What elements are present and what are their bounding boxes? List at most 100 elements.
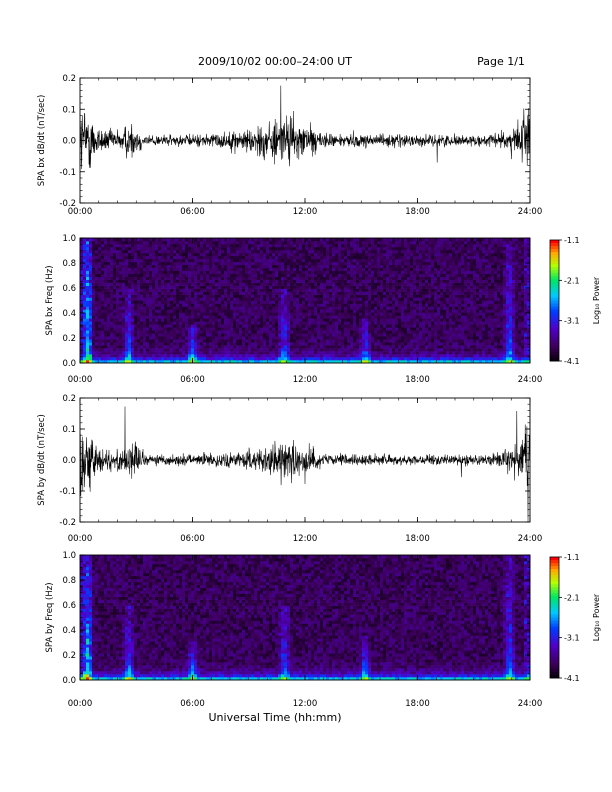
spectrogram-cell (419, 309, 423, 313)
spectrogram-cell (392, 282, 396, 286)
spectrogram-cell (227, 258, 231, 263)
spectrogram-cell (257, 285, 261, 289)
spectrogram-cell (398, 303, 402, 307)
spectrogram-cell (344, 318, 348, 322)
spectrogram-cell (155, 285, 159, 289)
spectrogram-cell (260, 330, 264, 334)
spectrogram-cell (200, 303, 204, 307)
spectrogram-cell (107, 318, 111, 322)
spectrogram-cell (416, 348, 420, 352)
spectrogram-cell (338, 327, 342, 331)
spectrogram-cell (260, 312, 264, 316)
spectrogram-cell (368, 327, 372, 331)
spectrogram-cell (404, 238, 408, 242)
spectrogram-cell (203, 309, 207, 313)
spectrogram-cell (161, 267, 165, 272)
spectrogram-cell (158, 342, 162, 346)
spectrogram-cell (389, 315, 393, 319)
spectrogram-cell (302, 306, 306, 310)
spectrogram-cell (407, 312, 411, 316)
spectrogram-cell (389, 357, 393, 361)
spectrogram-cell (86, 357, 90, 361)
spectrogram-cell (422, 342, 426, 346)
spectrogram-cell (197, 291, 201, 295)
spectrogram-cell (137, 345, 141, 349)
spectrogram-cell (161, 315, 165, 319)
spectrogram-cell (404, 246, 408, 251)
spectrogram-cell (347, 252, 351, 257)
spectrogram-cell (308, 282, 312, 286)
spectrogram-cell (332, 267, 336, 272)
spectrogram-cell (119, 309, 123, 313)
spectrogram-cell (125, 264, 129, 269)
spectrogram-cell (218, 255, 222, 260)
spectrogram-cell (272, 276, 276, 280)
spectrogram-cell (146, 282, 150, 286)
spectrogram-cell (167, 348, 171, 352)
spectrogram-cell (377, 264, 381, 269)
spectrogram-cell (356, 342, 360, 346)
spectrogram-cell (125, 243, 129, 248)
y-tick-label: 0.0 (62, 137, 76, 147)
spectrogram-cell (263, 282, 267, 286)
spectrogram-cell (98, 309, 102, 313)
spectrogram-cell (233, 336, 237, 340)
spectrogram-cell (233, 351, 237, 355)
spectrogram-cell (227, 255, 231, 260)
spectrogram-cell (299, 321, 303, 325)
spectrogram-cell (137, 288, 141, 292)
spectrogram-cell (365, 303, 369, 307)
spectrogram-cell (110, 270, 114, 275)
spectrogram-cell (422, 249, 426, 254)
spectrogram-cell (335, 345, 339, 349)
page-title: 2009/10/02 00:00–24:00 UT (198, 55, 352, 68)
spectrogram-cell (107, 258, 111, 263)
spectrogram-cell (200, 249, 204, 254)
spectrogram-cell (86, 300, 90, 304)
spectrogram-cell (110, 306, 114, 310)
spectrogram-cell (296, 300, 300, 304)
spectrogram-cell (233, 246, 237, 251)
spectrogram-cell (119, 297, 123, 301)
spectrogram-cell (83, 246, 87, 251)
spectrogram-cell (167, 357, 171, 361)
spectrogram-cell (98, 327, 102, 331)
spectrogram-cell (260, 297, 264, 301)
spectrogram-cell (221, 303, 225, 307)
spectrogram-cell (314, 327, 318, 331)
spectrogram-cell (92, 297, 96, 301)
spectrogram-cell (320, 291, 324, 295)
spectrogram-cell (242, 357, 246, 361)
spectrogram-cell (299, 294, 303, 298)
spectrogram-cell (413, 282, 417, 286)
spectrogram-cell (401, 339, 405, 343)
spectrogram-cell (323, 261, 327, 266)
spectrogram-cell (185, 240, 189, 245)
spectrogram-cell (89, 330, 93, 334)
spectrogram-cell (167, 273, 171, 277)
spectrogram-cell (308, 354, 312, 358)
spectrogram-cell (329, 345, 333, 349)
spectrogram-cell (227, 270, 231, 275)
spectrogram-cell (278, 294, 282, 298)
spectrogram-cell (194, 309, 198, 313)
spectrogram-cell (314, 351, 318, 355)
spectrogram-cell (95, 291, 99, 295)
spectrogram-cell (251, 243, 255, 248)
spectrogram-cell (179, 294, 183, 298)
spectrogram-cell (371, 273, 375, 277)
spectrogram-cell (395, 285, 399, 289)
spectrogram-cell (131, 339, 135, 343)
spectrogram-cell (143, 273, 147, 277)
spectrogram-cell (191, 258, 195, 263)
spectrogram-cell (329, 336, 333, 340)
spectrogram-cell (86, 261, 90, 266)
spectrogram-cell (317, 264, 321, 269)
spectrogram-cell (143, 342, 147, 346)
spectrogram-cell (284, 264, 288, 269)
spectrogram-cell (254, 315, 258, 319)
spectrogram-cell (299, 336, 303, 340)
spectrogram-cells (80, 238, 531, 364)
spectrogram-cell (242, 294, 246, 298)
spectrogram-cell (416, 303, 420, 307)
